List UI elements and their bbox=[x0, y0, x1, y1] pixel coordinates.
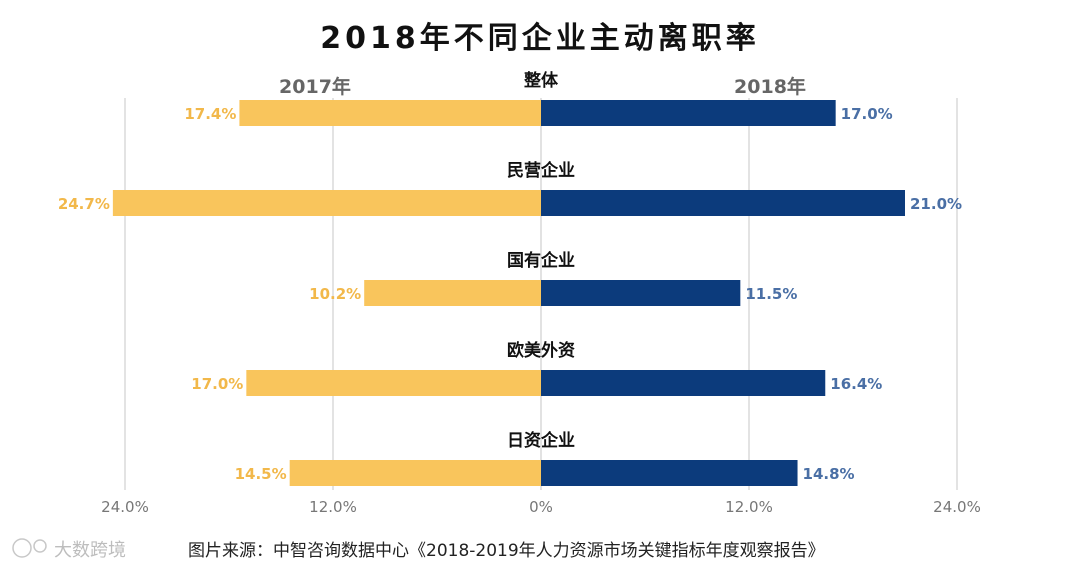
value-label-2018: 17.0% bbox=[841, 105, 893, 123]
bar-2018 bbox=[541, 190, 905, 216]
x-tick-label: 24.0% bbox=[933, 498, 981, 516]
watermark-text: 大数跨境 bbox=[54, 540, 126, 561]
bar-2018 bbox=[541, 370, 826, 396]
value-label-2018: 16.4% bbox=[830, 375, 882, 393]
bars-group: 整体 17.4% 17.0% 民营企业 24.7% 21.0% 国有企业 10.2% 11.5%… bbox=[58, 70, 962, 486]
category-label: 日资企业 bbox=[507, 430, 575, 451]
category-label: 整体 bbox=[524, 70, 559, 91]
bar-2018 bbox=[541, 280, 741, 306]
bar-2017 bbox=[364, 280, 541, 306]
value-label-2018: 14.8% bbox=[803, 465, 855, 483]
source-note: 图片来源：中智咨询数据中心《2018-2019年人力资源市场关键指标年度观察报告… bbox=[188, 541, 825, 561]
legend-2018: 2018年 bbox=[734, 75, 806, 98]
bar-2017 bbox=[246, 370, 542, 396]
category-label: 欧美外资 bbox=[507, 340, 575, 361]
x-tick-label: 24.0% bbox=[101, 498, 149, 516]
value-label-2017: 17.4% bbox=[184, 105, 236, 123]
value-label-2017: 17.0% bbox=[191, 375, 243, 393]
x-tick-label: 12.0% bbox=[725, 498, 773, 516]
bar-2018 bbox=[541, 100, 836, 126]
bar-2018 bbox=[541, 460, 798, 486]
watermark: 大数跨境 bbox=[12, 538, 126, 561]
category-label: 国有企业 bbox=[507, 250, 575, 271]
bar-2017 bbox=[239, 100, 541, 126]
legend-2017: 2017年 bbox=[279, 75, 351, 98]
value-label-2018: 11.5% bbox=[745, 285, 797, 303]
value-label-2018: 21.0% bbox=[910, 195, 962, 213]
value-label-2017: 24.7% bbox=[58, 195, 110, 213]
x-tick-label: 0% bbox=[529, 498, 553, 516]
x-axis-ticks: 24.0% 12.0% 0% 12.0% 24.0% bbox=[101, 498, 981, 516]
chart-title: 2018年不同企业主动离职率 bbox=[320, 21, 760, 56]
bar-2017 bbox=[112, 190, 541, 216]
category-label: 民营企业 bbox=[507, 160, 575, 181]
value-label-2017: 10.2% bbox=[309, 285, 361, 303]
watermark-logo-icon bbox=[12, 538, 32, 558]
x-tick-label: 12.0% bbox=[309, 498, 357, 516]
watermark-logo-dot-icon bbox=[33, 539, 47, 553]
value-label-2017: 14.5% bbox=[235, 465, 287, 483]
bar-2017 bbox=[289, 460, 541, 486]
